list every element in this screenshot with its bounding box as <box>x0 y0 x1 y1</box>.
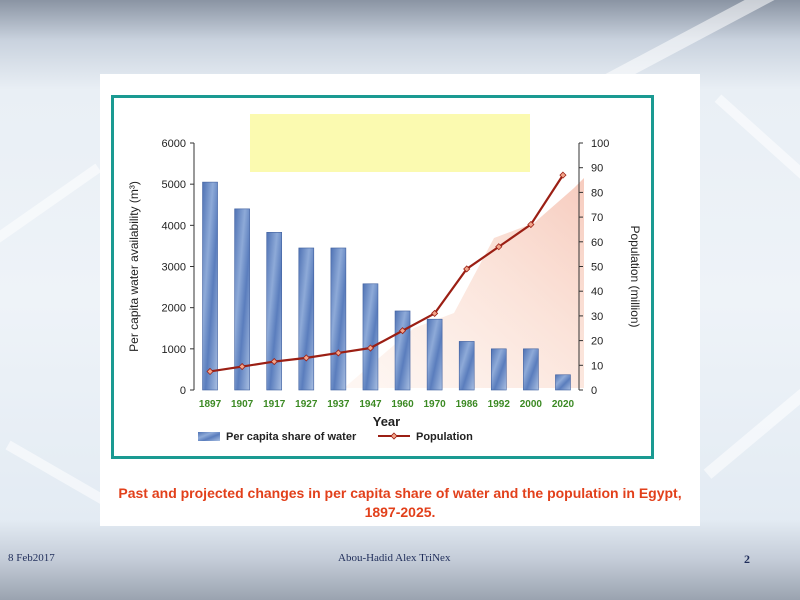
legend-line-marker <box>390 432 398 440</box>
background-shard <box>703 373 800 479</box>
legend-line-label: Population <box>416 431 473 443</box>
bar <box>523 348 539 391</box>
x-tick-label: 1917 <box>263 399 286 410</box>
population-point <box>334 349 342 357</box>
x-tick-label: 1992 <box>488 399 511 410</box>
population-point <box>527 220 535 229</box>
y-tick-label-left: 6000 <box>162 138 186 150</box>
x-tick-label: 1947 <box>359 399 382 410</box>
y-axis-title-left: Per capita water availability (m³) <box>127 181 141 352</box>
page-number: 2 <box>744 552 750 566</box>
x-axis-title: Year <box>373 414 400 429</box>
bar-series <box>202 181 571 391</box>
bar <box>298 247 315 391</box>
population-point <box>398 327 407 335</box>
chart-frame: 0 1000 2000 3000 4000 5000 6000 0 10 20 30 40 50 60 70… <box>111 95 654 459</box>
chart-labels: 0 1000 2000 3000 4000 5000 6000 0 10 20 30 40 50 60 70… <box>127 138 642 429</box>
highlight-box <box>250 114 530 172</box>
bar <box>362 283 379 391</box>
population-point <box>559 171 567 179</box>
bar <box>394 310 411 391</box>
population-point <box>270 358 278 366</box>
population-point <box>431 309 439 317</box>
population-point <box>238 362 246 371</box>
x-tick-label: 1897 <box>199 399 222 410</box>
bar <box>490 348 507 391</box>
legend-bar-swatch <box>198 432 220 441</box>
background-shard <box>714 94 800 196</box>
x-tick-label: 1986 <box>456 399 479 410</box>
background-shard <box>0 163 102 247</box>
x-tick-label: 2020 <box>552 399 575 410</box>
x-tick-label: 1927 <box>295 399 318 410</box>
bar <box>426 318 443 391</box>
y-tick-label-right: 60 <box>591 237 603 249</box>
y-tick-label-right: 90 <box>591 163 603 175</box>
y-tick-label-left: 1000 <box>162 344 186 356</box>
y-tick-label-left: 4000 <box>162 220 186 232</box>
y-tick-label-right: 40 <box>591 286 603 298</box>
x-tick-label: 2000 <box>520 399 543 410</box>
y-tick-label-right: 80 <box>591 187 603 199</box>
y-tick-label-right: 0 <box>591 385 597 397</box>
x-tick-label: 1907 <box>231 399 254 410</box>
population-line <box>209 174 564 373</box>
x-tick-label: 1960 <box>391 399 414 410</box>
y-tick-label-left: 5000 <box>162 179 186 191</box>
y-axis-title-right: Population (million) <box>628 225 642 327</box>
chart-axes <box>190 142 583 391</box>
background-shard <box>5 440 115 510</box>
combo-chart: 0 1000 2000 3000 4000 5000 6000 0 10 20 30 40 50 60 70… <box>127 114 642 443</box>
y-tick-label-right: 70 <box>591 212 603 224</box>
population-point <box>206 367 214 376</box>
figure-caption: Past and projected changes in per capita… <box>118 485 682 520</box>
y-tick-label-right: 30 <box>591 311 603 323</box>
y-tick-label-left: 2000 <box>162 303 186 315</box>
x-tick-label: 1937 <box>327 399 350 410</box>
footer-author: Abou-Hadid Alex TriNex <box>338 552 451 564</box>
bar <box>234 208 250 391</box>
population-point <box>366 344 375 352</box>
population-point <box>495 243 503 251</box>
legend-bar-label: Per capita share of water <box>226 431 357 443</box>
y-tick-label-left: 0 <box>180 385 186 397</box>
bar <box>202 181 218 391</box>
footer-date: 8 Feb2017 <box>8 552 55 564</box>
line-series <box>206 171 567 376</box>
y-tick-label-right: 100 <box>591 138 609 150</box>
y-tick-label-right: 10 <box>591 360 603 372</box>
population-point <box>463 265 471 273</box>
x-tick-label: 1970 <box>424 399 447 410</box>
bar <box>266 232 283 391</box>
bar <box>555 374 571 391</box>
chart-legend: Per capita share of water Population <box>198 431 473 443</box>
y-tick-label-left: 3000 <box>162 262 186 274</box>
y-tick-label-right: 20 <box>591 336 603 348</box>
population-point <box>302 354 310 362</box>
y-tick-label-right: 50 <box>591 262 603 274</box>
bar <box>458 341 475 391</box>
bar <box>330 247 347 391</box>
